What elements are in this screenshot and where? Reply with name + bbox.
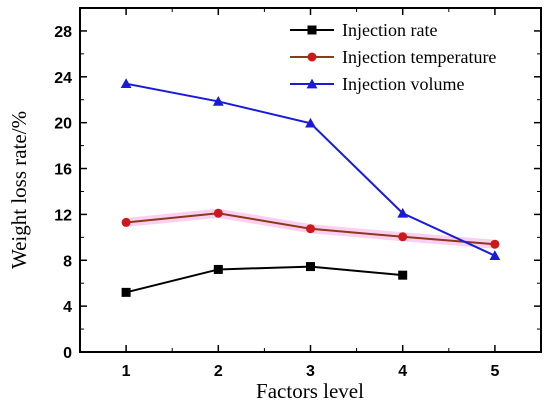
data-point xyxy=(120,78,132,88)
legend: Injection rate Injection temperature Injec… xyxy=(290,20,496,94)
legend-item-2: Injection temperature xyxy=(290,47,496,67)
data-point xyxy=(121,217,131,227)
data-point xyxy=(397,207,409,218)
y-tick-label: 24 xyxy=(54,70,72,87)
y-axis-title: Weight loss rate/% xyxy=(7,111,31,269)
series-2 xyxy=(121,208,500,249)
data-point xyxy=(398,232,408,242)
data-point xyxy=(490,239,500,249)
x-tick-label: 1 xyxy=(122,363,131,380)
series-3 xyxy=(120,78,501,260)
series-line xyxy=(125,265,403,294)
x-tick-label: 5 xyxy=(490,363,499,380)
data-point xyxy=(121,287,131,297)
legend-marker xyxy=(307,52,317,62)
data-point xyxy=(398,270,408,280)
y-tick-label: 28 xyxy=(54,24,72,41)
data-point xyxy=(213,208,223,218)
data-point xyxy=(306,224,315,234)
legend-label: Injection volume xyxy=(342,74,464,94)
legend-item-3: Injection volume xyxy=(290,74,464,94)
x-axis-title: Factors level xyxy=(256,379,364,403)
y-tick-label: 0 xyxy=(63,345,72,362)
legend-marker xyxy=(306,78,318,89)
series-group xyxy=(120,78,501,297)
data-point xyxy=(212,96,224,106)
legend-label: Injection rate xyxy=(342,20,437,40)
y-tick-label: 8 xyxy=(63,253,72,270)
y-tick-label: 20 xyxy=(54,116,72,133)
x-tick-label: 4 xyxy=(398,363,407,380)
data-point xyxy=(213,264,223,274)
legend-label: Injection temperature xyxy=(342,47,496,67)
data-point xyxy=(489,250,501,260)
data-point xyxy=(306,262,315,272)
legend-marker xyxy=(307,25,317,35)
legend-item-1: Injection rate xyxy=(290,20,437,40)
y-tick-label: 12 xyxy=(54,207,72,224)
y-tick-label: 16 xyxy=(54,162,72,179)
data-point xyxy=(305,117,316,128)
x-tick-label: 2 xyxy=(214,363,223,380)
series-1 xyxy=(121,262,408,297)
y-tick-label: 4 xyxy=(63,299,72,316)
x-tick-label: 3 xyxy=(306,363,315,380)
